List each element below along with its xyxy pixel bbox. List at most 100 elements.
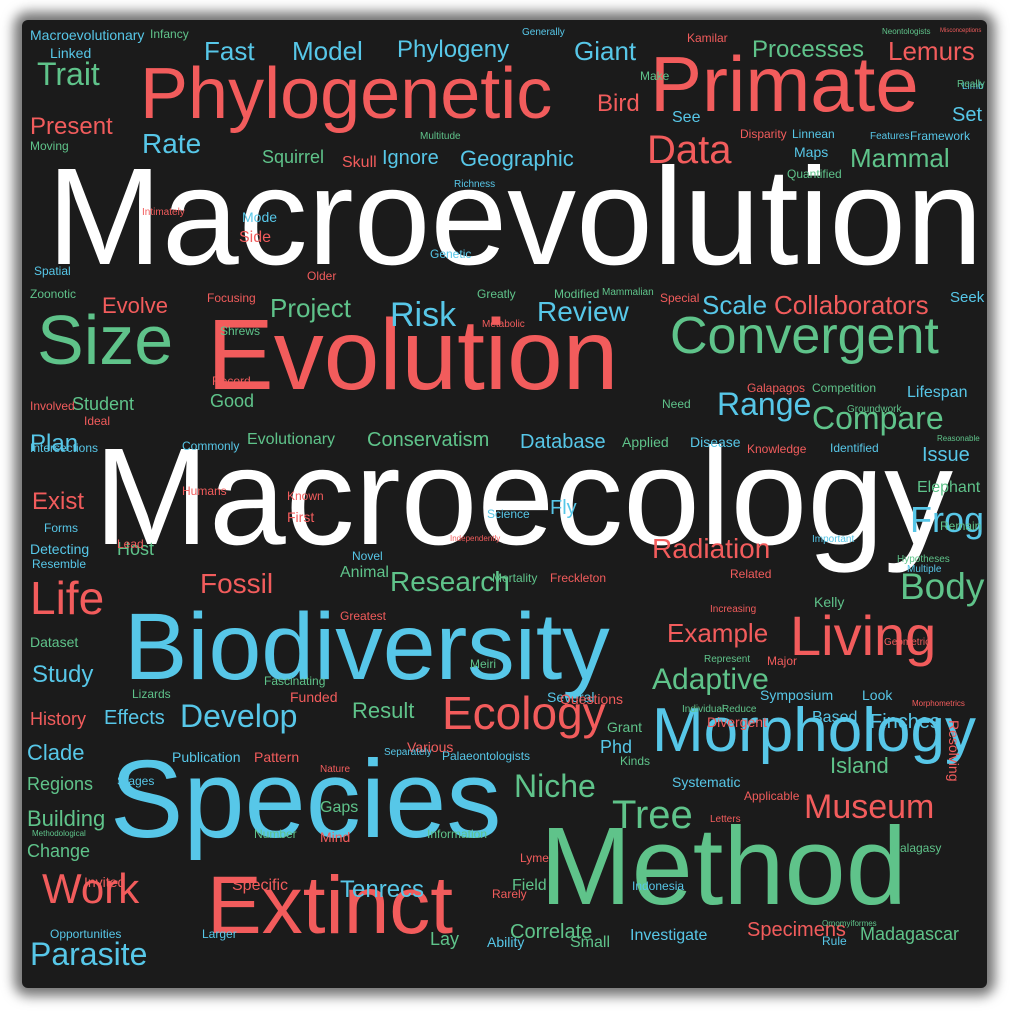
word-novel: Novel	[352, 549, 383, 563]
word-bird: Bird	[597, 90, 640, 117]
word-macroevolutionary: Macroevolutionary	[30, 27, 145, 43]
word-research: Research	[390, 566, 510, 597]
word-misconceptions: Misconceptions	[940, 28, 982, 34]
word-divergent: Divergent	[707, 714, 767, 730]
word-squirrel: Squirrel	[262, 147, 325, 167]
word-body: Body	[900, 566, 985, 607]
word-model: Model	[292, 36, 363, 66]
word-known: Known	[287, 489, 324, 503]
word-greatest: Greatest	[340, 609, 387, 623]
word-regions: Regions	[27, 774, 94, 794]
word-method: Method	[540, 805, 907, 928]
word-humans: Humans	[182, 484, 227, 498]
word-fly: Fly	[550, 497, 577, 519]
word-student: Student	[72, 394, 135, 414]
word-opportunities: Opportunities	[50, 927, 122, 941]
word-applicable: Applicable	[744, 789, 800, 803]
word-scale: Scale	[702, 290, 768, 320]
word-remain: Remain	[940, 519, 982, 533]
word-framework: Framework	[910, 129, 971, 143]
word-review: Review	[537, 296, 629, 327]
word-geographic: Geographic	[460, 146, 574, 171]
word-lay: Lay	[430, 929, 460, 949]
word-number: Number	[254, 827, 297, 841]
word-animal: Animal	[340, 564, 389, 581]
word-develop: Develop	[180, 698, 298, 734]
word-mode: Mode	[242, 209, 278, 225]
word-lyme: Lyme	[520, 851, 549, 865]
word-represent: Represent	[704, 654, 751, 665]
word-cloud: Macroevolution Macroecology Evolution Biodi…	[22, 20, 987, 988]
word-evolutionary: Evolutionary	[247, 431, 336, 448]
word-related: Related	[730, 567, 772, 581]
word-need: Need	[662, 397, 691, 411]
word-nature: Nature	[320, 764, 351, 775]
word-moving: Moving	[30, 139, 69, 153]
word-modified: Modified	[554, 287, 600, 301]
word-groundwork: Groundwork	[847, 404, 902, 415]
word-maps: Maps	[794, 144, 829, 160]
word-investigate: Investigate	[630, 927, 708, 944]
word-neontologists: Neontologists	[882, 27, 931, 36]
word-reduce: Reduce	[722, 704, 757, 715]
word-change: Change	[27, 841, 91, 861]
word-indonesia: Indonesia	[632, 879, 685, 893]
word-lifespan: Lifespan	[907, 384, 968, 401]
word-processes: Processes	[752, 36, 865, 63]
word-focusing: Focusing	[207, 291, 256, 305]
word-compare: Compare	[812, 400, 944, 436]
word-clade: Clade	[27, 740, 85, 765]
word-identified: Identified	[830, 441, 879, 455]
word-independently: Independently	[450, 534, 501, 543]
word-building: Building	[27, 806, 106, 831]
word-range: Range	[717, 386, 812, 422]
word-individual: Individual	[682, 704, 725, 715]
word-systematic: Systematic	[672, 774, 741, 790]
word-example: Example	[667, 618, 769, 648]
word-conservatism: Conservatism	[367, 429, 490, 451]
word-specific: Specific	[232, 877, 289, 894]
word-living: Living	[790, 604, 937, 667]
word-giant: Giant	[574, 36, 637, 66]
word-features: Features	[870, 131, 910, 142]
word-applied: Applied	[622, 434, 669, 450]
word-evolution: Evolution	[207, 299, 619, 411]
word-niche: Niche	[514, 768, 596, 804]
word-spatial: Spatial	[34, 264, 71, 278]
word-exist: Exist	[32, 488, 85, 515]
word-hypotheses: Hypotheses	[897, 554, 950, 565]
word-work: Work	[42, 865, 140, 912]
word-zoonotic: Zoonotic	[30, 287, 77, 301]
word-fast: Fast	[204, 36, 255, 66]
word-make: Make	[640, 69, 670, 83]
word-genetic: Genetic	[430, 247, 472, 261]
word-linked: Linked	[50, 45, 92, 61]
word-freckleton: Freckleton	[550, 571, 607, 585]
word-letters: Letters	[710, 814, 741, 825]
word-look: Look	[862, 687, 893, 703]
word-limb: Limb	[962, 81, 984, 92]
word-good: Good	[210, 391, 255, 411]
word-symposium: Symposium	[760, 687, 834, 703]
word-parasite: Parasite	[30, 936, 148, 972]
word-rate: Rate	[142, 128, 202, 159]
word-metabolic: Metabolic	[482, 319, 525, 330]
word-generally: Generally	[522, 27, 565, 38]
word-result: Result	[352, 698, 415, 723]
word-quantified: Quantified	[787, 167, 842, 181]
word-tenrecs: Tenrecs	[340, 876, 425, 903]
word-macroecology: Macroecology	[94, 420, 954, 574]
word-issue: Issue	[922, 444, 970, 466]
word-funded: Funded	[290, 689, 338, 705]
word-plan: Plan	[30, 430, 79, 457]
word-disease: Disease	[690, 434, 741, 450]
word-malagasy: Malagasy	[890, 841, 942, 855]
word-present: Present	[30, 113, 113, 140]
word-collaborators: Collaborators	[774, 290, 929, 320]
word-risk: Risk	[390, 296, 457, 334]
word-infancy: Infancy	[150, 27, 189, 41]
word-lead: Lead	[117, 537, 144, 551]
word-several: Several	[547, 689, 595, 705]
word-multitude: Multitude	[420, 131, 461, 142]
word-host: Host	[117, 539, 155, 559]
